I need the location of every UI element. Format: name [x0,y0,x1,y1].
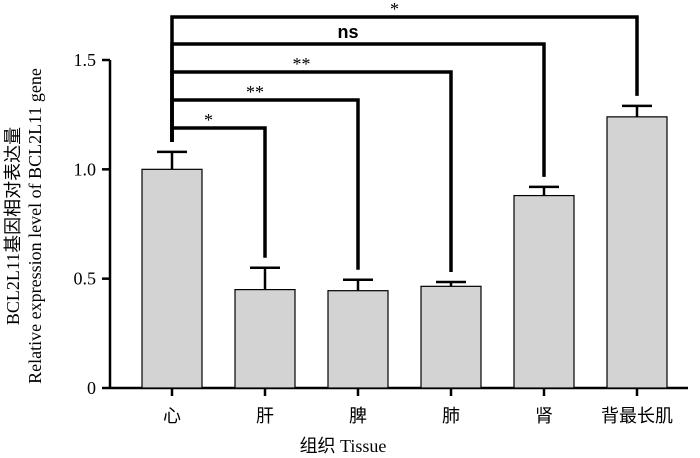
x-axis-title: 组织 Tissue [300,436,387,456]
axes [108,60,688,390]
y-tick-label: 1.0 [74,159,97,179]
x-tick-label: 肾 [535,406,553,426]
significance-label: ** [293,54,311,74]
bar [606,116,668,389]
significance-label: * [204,110,213,130]
y-tick-label: 1.5 [74,50,97,70]
x-ticks: 心 肝 脾 肺 肾 背最长肌 [163,388,673,426]
x-tick-label: 背最长肌 [601,406,673,426]
bar [327,290,389,389]
y-axis-title-line-chinese: BCL2L11基因相对表达量 [3,127,23,325]
significance-label: * [390,0,399,19]
bar [420,285,482,389]
bar [141,168,203,389]
y-axis-title: BCL2L11基因相对表达量 Relative expression level… [3,68,45,384]
significance-brackets: *****ns* [170,0,639,272]
x-tick-label: 脾 [349,406,367,426]
bar [513,194,575,389]
significance-bracket [170,15,639,142]
significance-bracket [170,70,453,272]
x-tick-label: 肺 [442,406,460,426]
error-bars [157,104,652,291]
bars [141,116,668,389]
significance-label: ** [246,82,264,102]
y-axis-title-line-english: Relative expression level of BCL2L11 gen… [25,68,45,384]
y-tick-label: 0.5 [74,269,97,289]
y-ticks: 0 0.5 1.0 1.5 [74,50,110,398]
x-tick-label: 肝 [256,406,274,426]
bar [234,289,296,389]
x-tick-label: 心 [163,406,181,426]
significance-label: ns [337,22,358,42]
y-tick-label: 0 [87,378,96,398]
